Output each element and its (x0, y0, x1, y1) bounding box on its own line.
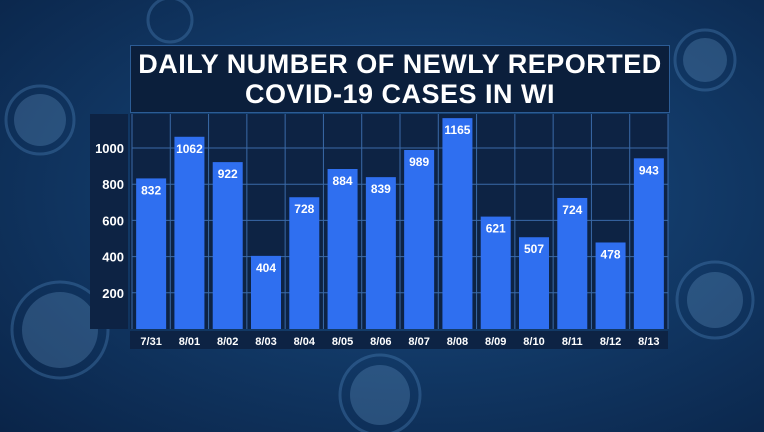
bar (595, 242, 626, 329)
bar-value-label: 728 (294, 202, 314, 216)
x-tick-label: 8/08 (447, 336, 468, 348)
x-axis-panel (130, 331, 668, 349)
bar-value-label: 621 (486, 222, 506, 236)
bar (365, 177, 396, 329)
x-tick-label: 8/13 (638, 336, 659, 348)
bar (442, 118, 473, 329)
bar (557, 197, 588, 329)
x-tick-label: 8/01 (179, 336, 200, 348)
x-tick-label: 8/05 (332, 336, 353, 348)
x-tick-label: 7/31 (140, 336, 161, 348)
y-axis-panel (90, 114, 128, 329)
bar (251, 255, 281, 329)
x-tick-label: 8/12 (600, 336, 621, 348)
bar (404, 149, 435, 329)
bar-value-label: 922 (218, 167, 238, 181)
bar-value-label: 839 (371, 182, 391, 196)
x-tick-label: 8/02 (217, 336, 238, 348)
y-tick-label: 1000 (95, 141, 124, 156)
x-tick-label: 8/06 (370, 336, 391, 348)
bar-value-label: 507 (524, 242, 544, 256)
bar-value-label: 989 (409, 155, 429, 169)
bar (327, 168, 358, 329)
bar-value-label: 832 (141, 183, 161, 197)
bar (480, 216, 511, 329)
bar-value-label: 1165 (444, 123, 470, 137)
bar-value-label: 943 (639, 163, 659, 177)
bar-value-label: 478 (601, 247, 621, 261)
y-tick-label: 800 (102, 177, 124, 192)
x-tick-label: 8/07 (408, 336, 429, 348)
y-tick-label: 600 (102, 213, 124, 228)
bar (633, 158, 664, 329)
y-tick-label: 200 (102, 286, 124, 301)
bar-value-label: 404 (256, 261, 276, 275)
bar-value-label: 1062 (176, 142, 203, 156)
bar (212, 162, 243, 329)
y-tick-label: 400 (102, 250, 124, 265)
x-tick-label: 8/10 (523, 336, 544, 348)
bar (519, 237, 549, 329)
x-tick-label: 8/04 (294, 336, 316, 348)
bar (289, 197, 320, 329)
bar (136, 178, 167, 329)
bar-value-label: 884 (333, 174, 353, 188)
chart-title-line-1: DAILY NUMBER OF NEWLY REPORTED (138, 49, 662, 79)
x-tick-label: 8/09 (485, 336, 506, 348)
bar-value-label: 724 (562, 203, 582, 217)
x-tick-label: 8/03 (255, 336, 276, 348)
bar (174, 136, 205, 329)
x-tick-label: 8/11 (562, 336, 583, 348)
chart-title-line-2: COVID-19 CASES IN WI (244, 79, 556, 109)
chart-title: DAILY NUMBER OF NEWLY REPORTED COVID-19 … (130, 45, 670, 113)
